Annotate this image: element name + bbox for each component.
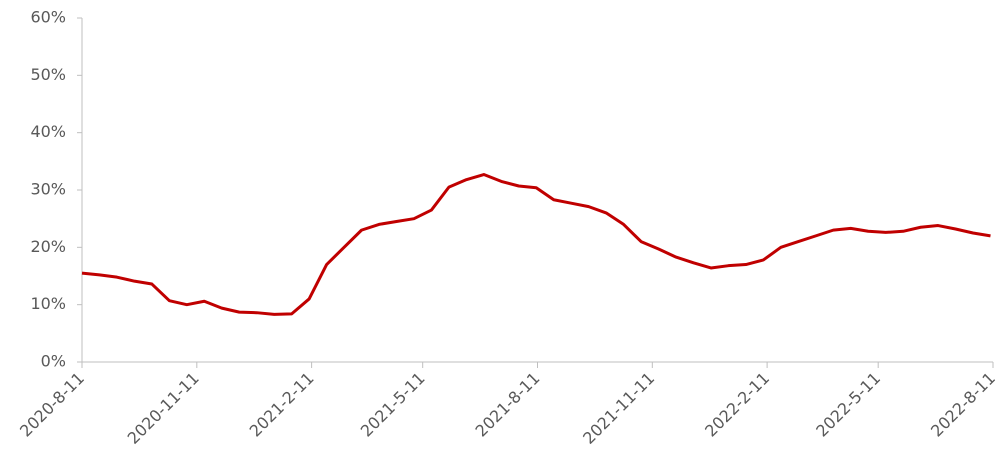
y-tick-label: 40%	[30, 122, 66, 141]
y-tick-label: 0%	[41, 352, 66, 371]
x-tick-label: 2022-2-11	[701, 369, 773, 441]
x-tick-label: 2020-8-11	[16, 369, 88, 441]
y-tick-label: 10%	[30, 294, 66, 313]
x-tick-label: 2021-11-11	[579, 369, 658, 448]
data-line	[81, 173, 991, 316]
x-tick-label: 2021-8-11	[472, 369, 544, 441]
y-tick-label: 20%	[30, 237, 66, 256]
x-tick-label: 2021-5-11	[357, 369, 429, 441]
y-tick-label: 60%	[30, 8, 66, 27]
x-tick-label: 2022-5-11	[812, 369, 884, 441]
x-tick-label: 2021-2-11	[246, 369, 318, 441]
y-tick-label: 30%	[30, 180, 66, 199]
x-tick-label: 2022-8-11	[927, 369, 998, 441]
y-tick-label: 50%	[30, 65, 66, 84]
x-tick-label: 2020-11-11	[124, 369, 203, 448]
